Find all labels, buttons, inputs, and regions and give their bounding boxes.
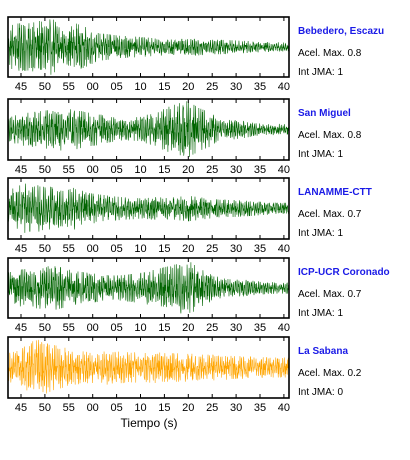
x-tick-label: 05 — [110, 243, 122, 255]
x-tick-label: 10 — [134, 322, 146, 334]
x-tick-label: 35 — [254, 243, 266, 255]
x-tick-label: 35 — [254, 81, 266, 93]
x-tick-label: 20 — [182, 322, 194, 334]
accel-max-text: Acel. Max. 0.8 — [298, 130, 362, 141]
waveform-series — [8, 339, 289, 394]
x-tick-label: 30 — [230, 243, 242, 255]
panel-1: 45 50 55 00 05 10 15 20 25 30 35 40 Bebedero, Escazu… — [7, 16, 384, 93]
panel-frame — [7, 336, 290, 399]
station-name: LANAMME-CTT — [298, 187, 372, 198]
x-tick-label: 40 — [278, 402, 290, 414]
x-tick-label: 45 — [15, 81, 27, 93]
x-tick-label: 40 — [278, 243, 290, 255]
x-tick-label: 25 — [206, 322, 218, 334]
x-tick-label: 40 — [278, 322, 290, 334]
x-tick-label: 45 — [15, 243, 27, 255]
x-tick-label: 30 — [230, 164, 242, 176]
x-tick-label: 05 — [110, 81, 122, 93]
x-tick-label: 25 — [206, 402, 218, 414]
panel-3: 45 50 55 00 05 10 15 20 25 30 35 40 LANAMME-CTT Acel.… — [7, 177, 372, 255]
x-tick-label: 55 — [63, 81, 75, 93]
x-tick-label: 05 — [110, 402, 122, 414]
x-axis-label: Tiempo (s) — [121, 416, 178, 430]
x-tick-label: 10 — [134, 164, 146, 176]
panel-frame — [7, 16, 290, 78]
x-tick-label: 20 — [182, 243, 194, 255]
x-tick-label: 50 — [39, 402, 51, 414]
accel-max-text: Acel. Max. 0.2 — [298, 368, 362, 379]
panel-2: 45 50 55 00 05 10 15 20 25 30 35 40 San Miguel Acel. … — [7, 98, 362, 176]
x-tick-label: 15 — [158, 402, 170, 414]
x-tick-label: 30 — [230, 81, 242, 93]
panel-frame — [7, 177, 290, 240]
x-tick-label: 10 — [134, 243, 146, 255]
x-tick-label: 40 — [278, 81, 290, 93]
x-tick-label: 55 — [63, 164, 75, 176]
accel-max-text: Acel. Max. 0.7 — [298, 209, 362, 220]
x-tick-label: 05 — [110, 322, 122, 334]
station-name: San Miguel — [298, 108, 351, 119]
x-tick-label: 50 — [39, 322, 51, 334]
x-tick-label: 15 — [158, 81, 170, 93]
x-tick-label: 40 — [278, 164, 290, 176]
int-jma-text: Int JMA: 1 — [298, 67, 343, 78]
x-tick-label: 10 — [134, 81, 146, 93]
int-jma-text: Int JMA: 0 — [298, 387, 343, 398]
x-tick-label: 50 — [39, 243, 51, 255]
x-tick-label: 00 — [87, 243, 99, 255]
x-tick-label: 20 — [182, 402, 194, 414]
panel-frame — [7, 257, 290, 319]
waveform-series — [8, 262, 289, 314]
waveform-series — [8, 183, 289, 233]
x-tick-label: 55 — [63, 243, 75, 255]
station-name: ICP-UCR Coronado — [298, 267, 390, 278]
x-tick-label: 25 — [206, 243, 218, 255]
x-tick-label: 05 — [110, 164, 122, 176]
x-tick-label: 20 — [182, 81, 194, 93]
x-tick-label: 15 — [158, 164, 170, 176]
x-tick-label: 00 — [87, 81, 99, 93]
x-tick-label: 50 — [39, 81, 51, 93]
x-tick-label: 15 — [158, 243, 170, 255]
waveform-series — [8, 101, 289, 158]
x-tick-label: 10 — [134, 402, 146, 414]
x-tick-label: 25 — [206, 81, 218, 93]
x-tick-label: 45 — [15, 322, 27, 334]
x-tick-label: 45 — [15, 164, 27, 176]
x-tick-label: 45 — [15, 402, 27, 414]
panel-4: 45 50 55 00 05 10 15 20 25 30 35 40 ICP-UCR Coronado… — [7, 257, 390, 334]
x-tick-label: 00 — [87, 322, 99, 334]
panel-frame — [7, 98, 290, 161]
x-tick-label: 00 — [87, 164, 99, 176]
x-tick-label: 00 — [87, 402, 99, 414]
accel-max-text: Acel. Max. 0.8 — [298, 48, 362, 59]
x-tick-label: 55 — [63, 402, 75, 414]
x-tick-label: 30 — [230, 322, 242, 334]
int-jma-text: Int JMA: 1 — [298, 228, 343, 239]
x-tick-label: 35 — [254, 402, 266, 414]
x-tick-label: 25 — [206, 164, 218, 176]
accel-max-text: Acel. Max. 0.7 — [298, 289, 362, 300]
int-jma-text: Int JMA: 1 — [298, 149, 343, 160]
x-tick-label: 55 — [63, 322, 75, 334]
x-tick-label: 35 — [254, 164, 266, 176]
x-tick-label: 20 — [182, 164, 194, 176]
panel-5: 45 50 55 00 05 10 15 20 25 30 35 40 La Sabana Acel. M… — [7, 336, 362, 414]
x-tick-label: 50 — [39, 164, 51, 176]
x-tick-label: 35 — [254, 322, 266, 334]
station-name: La Sabana — [298, 346, 348, 357]
x-tick-label: 15 — [158, 322, 170, 334]
station-name: Bebedero, Escazu — [298, 26, 384, 37]
waveform-series — [8, 19, 289, 75]
x-tick-label: 30 — [230, 402, 242, 414]
panels-layer: 45 50 55 00 05 10 15 20 25 30 35 40 Bebedero, Escazu… — [7, 16, 390, 414]
int-jma-text: Int JMA: 1 — [298, 308, 343, 319]
